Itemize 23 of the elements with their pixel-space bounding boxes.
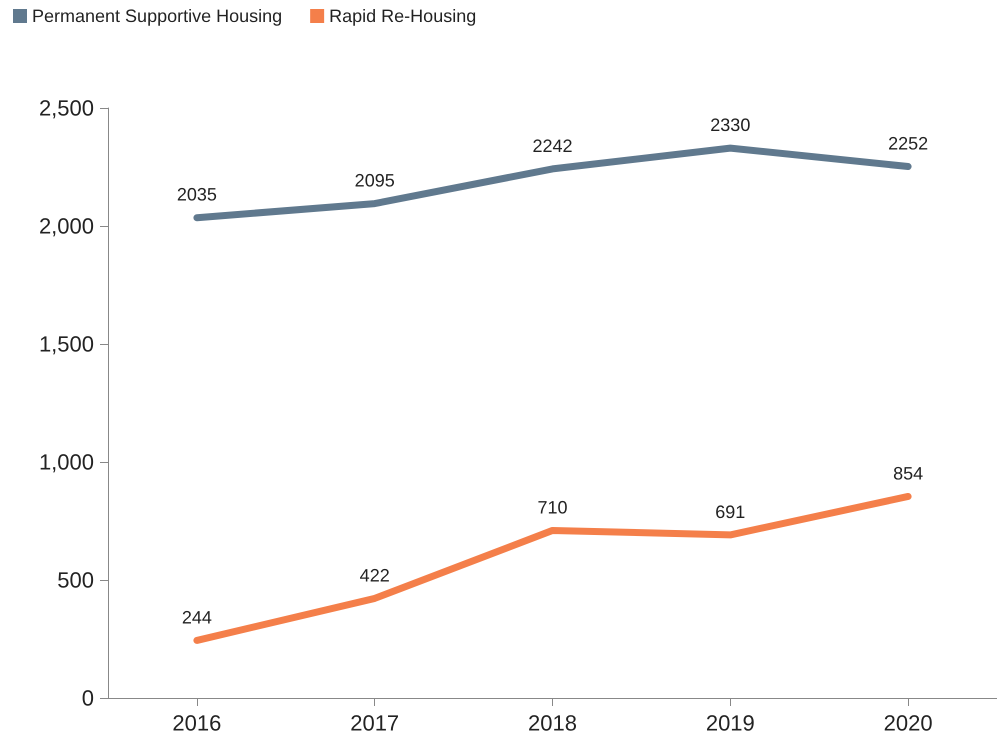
data-label: 691 xyxy=(715,502,746,522)
legend-label: Permanent Supportive Housing xyxy=(32,6,282,26)
x-tick-label: 2017 xyxy=(350,710,400,736)
data-label: 244 xyxy=(182,607,212,628)
x-tick-label: 2018 xyxy=(528,710,577,736)
data-label: 422 xyxy=(360,565,390,586)
legend-label: Rapid Re-Housing xyxy=(329,6,476,26)
data-label: 2330 xyxy=(710,115,750,136)
y-tick-label: 1,000 xyxy=(38,450,94,474)
y-tick-label: 2,500 xyxy=(38,96,94,120)
y-tick-label: 2,000 xyxy=(38,214,94,238)
y-tick-label: 1,500 xyxy=(38,332,94,356)
y-tick-label: 0 xyxy=(82,686,94,710)
data-label: 710 xyxy=(537,497,568,518)
data-label: 2252 xyxy=(888,134,928,154)
data-label: 2035 xyxy=(176,184,217,205)
data-label: 2095 xyxy=(354,170,395,191)
data-label: 2242 xyxy=(532,136,573,156)
data-label: 854 xyxy=(893,463,924,484)
y-tick-label: 500 xyxy=(57,568,94,592)
x-tick-label: 2016 xyxy=(172,710,222,736)
x-tick-label: 2019 xyxy=(706,710,755,736)
x-tick-label: 2020 xyxy=(884,710,933,736)
